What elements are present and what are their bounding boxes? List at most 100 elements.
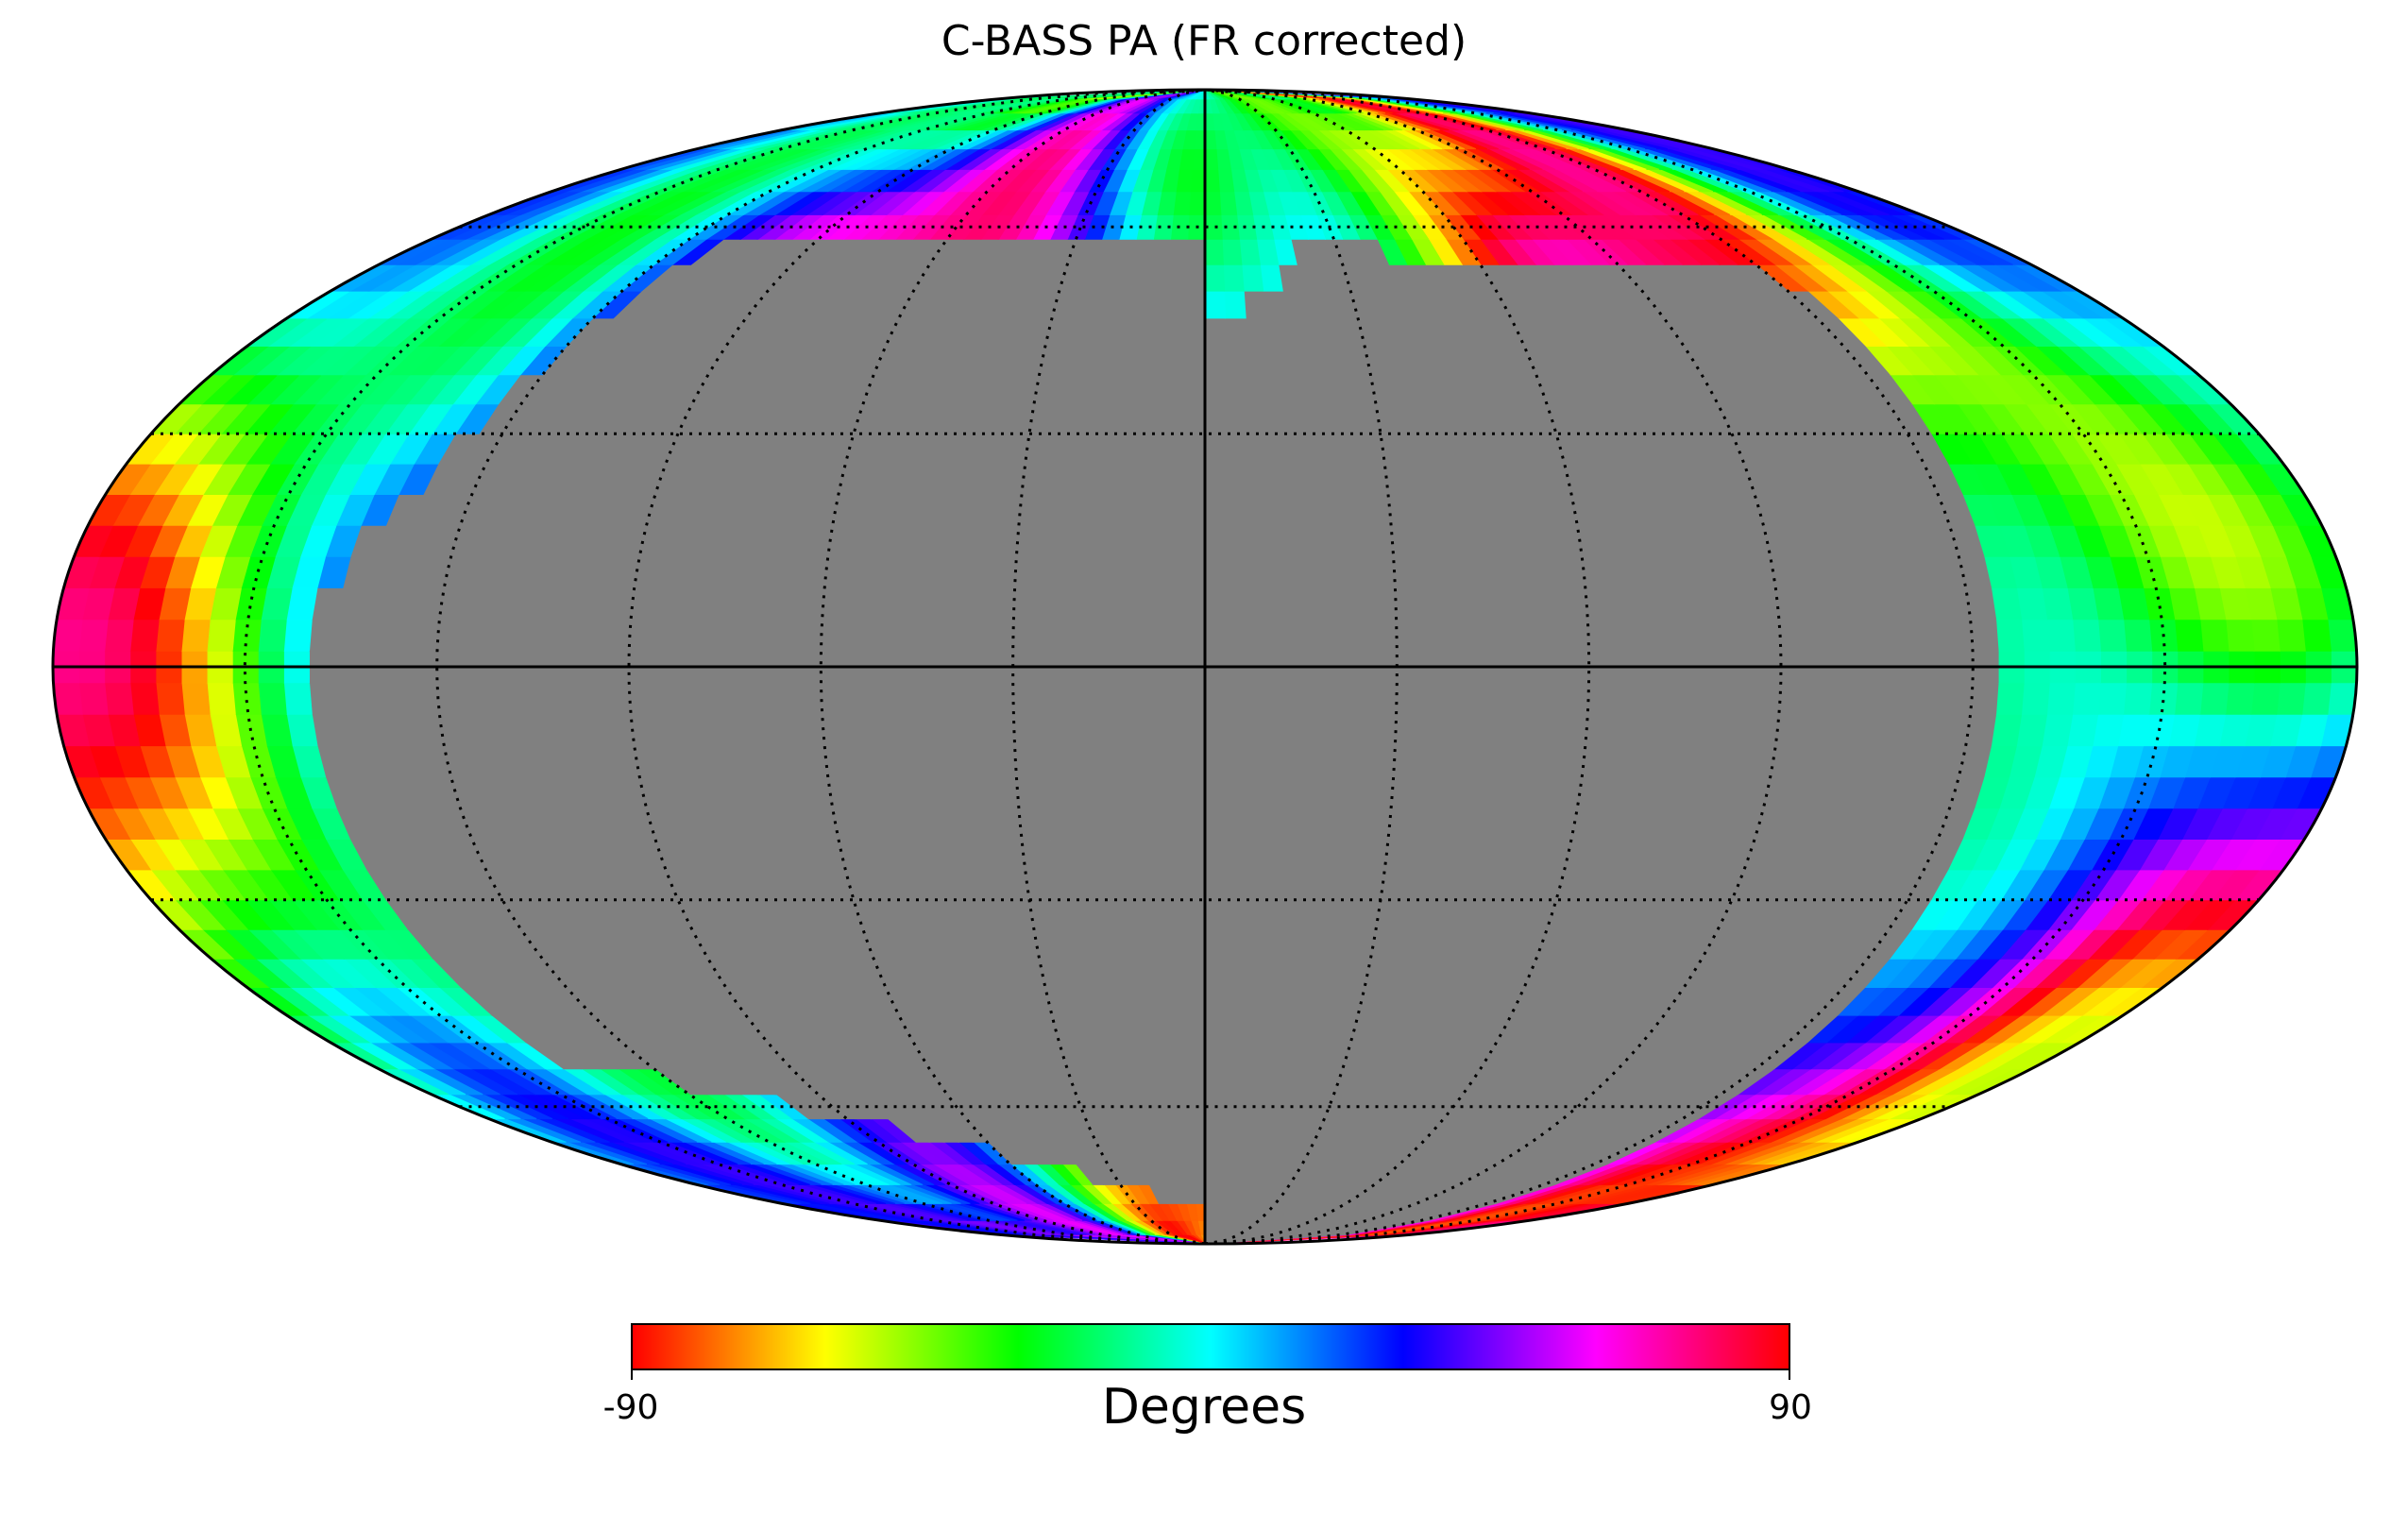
map-pixel <box>1136 928 1162 960</box>
map-pixel <box>722 555 754 588</box>
map-pixel <box>1084 869 1112 901</box>
map-pixel <box>1128 586 1155 620</box>
map-pixel <box>1473 494 1503 526</box>
map-pixel <box>1610 713 1639 747</box>
map-pixel <box>924 713 952 747</box>
map-pixel <box>1028 524 1057 557</box>
map-pixel <box>1970 619 1999 652</box>
map-pixel <box>1295 899 1323 930</box>
map-pixel <box>1274 433 1302 465</box>
map-pixel <box>980 494 1010 526</box>
map-pixel <box>643 713 673 747</box>
map-pixel <box>1050 619 1078 652</box>
map-pixel <box>2097 682 2128 715</box>
map-pixel <box>1154 524 1181 557</box>
map-pixel <box>257 619 287 652</box>
map-pixel <box>1204 433 1229 465</box>
map-pixel <box>1025 619 1053 652</box>
map-pixel <box>1136 374 1162 405</box>
map-pixel <box>1134 403 1161 434</box>
map-pixel <box>1324 839 1352 871</box>
map-pixel <box>953 524 982 557</box>
map-pixel <box>515 713 547 747</box>
map-pixel <box>877 776 908 809</box>
map-pixel <box>1102 713 1129 747</box>
map-pixel <box>1399 494 1430 526</box>
map-pixel <box>1156 869 1182 901</box>
map-pixel <box>1424 494 1454 526</box>
map-pixel <box>1816 619 1846 652</box>
map-pixel <box>1204 1118 1222 1143</box>
map-pixel <box>1350 808 1380 840</box>
map-pixel <box>1112 374 1140 405</box>
map-pixel <box>487 619 517 652</box>
map-pixel <box>1433 682 1462 715</box>
map-pixel <box>1419 839 1450 871</box>
map-pixel <box>1157 403 1183 434</box>
map-pixel <box>1357 682 1385 715</box>
map-pixel <box>1119 987 1145 1016</box>
map-pixel <box>1637 619 1667 652</box>
map-pixel <box>897 682 925 715</box>
map-pixel <box>924 586 952 620</box>
map-pixel <box>1204 524 1231 557</box>
map-pixel <box>1076 619 1104 652</box>
map-pixel <box>898 586 927 620</box>
map-pixel <box>1449 808 1479 840</box>
map-pixel <box>385 619 415 652</box>
map-pixel <box>798 555 829 588</box>
map-pixel <box>590 682 619 715</box>
map-pixel <box>360 619 389 652</box>
map-pixel <box>1637 682 1667 715</box>
map-pixel <box>1559 713 1588 747</box>
map-pixel <box>1108 433 1136 465</box>
map-pixel <box>1289 346 1316 376</box>
map-pixel <box>923 619 951 652</box>
map-pixel <box>2301 619 2332 652</box>
map-pixel <box>1481 555 1510 588</box>
map-pixel <box>1252 463 1280 495</box>
map-pixel <box>1222 1042 1245 1070</box>
map-pixel <box>436 682 466 715</box>
map-pixel <box>1204 808 1230 840</box>
map-pixel <box>1143 290 1167 319</box>
map-pixel <box>2225 619 2255 652</box>
map-pixel <box>1204 317 1228 347</box>
map-pixel <box>1272 403 1299 434</box>
map-pixel <box>1245 987 1270 1016</box>
map-pixel <box>984 463 1014 495</box>
map-pixel <box>974 682 1002 715</box>
map-pixel <box>1531 555 1561 588</box>
map-pixel <box>1455 745 1484 778</box>
map-pixel <box>980 808 1010 840</box>
map-pixel <box>1153 619 1180 652</box>
map-pixel <box>1345 433 1374 465</box>
map-pixel <box>1265 987 1291 1016</box>
map-pixel <box>462 619 492 652</box>
map-pixel <box>873 713 902 747</box>
map-pixel <box>1251 433 1278 465</box>
map-pixel <box>1182 987 1206 1016</box>
map-pixel <box>975 713 1003 747</box>
map-pixel <box>1863 586 1895 620</box>
map-pixel <box>846 682 874 715</box>
map-pixel <box>1331 713 1359 747</box>
map-pixel <box>999 682 1027 715</box>
map-pixel <box>334 682 364 715</box>
map-pixel <box>1311 346 1338 376</box>
map-pixel <box>643 586 673 620</box>
map-pixel <box>616 682 645 715</box>
map-pixel <box>1248 928 1274 960</box>
map-pixel <box>1249 403 1276 434</box>
map-pixel <box>1228 869 1254 901</box>
map-pixel <box>1226 374 1251 405</box>
map-pixel <box>1402 776 1433 809</box>
map-pixel <box>1119 317 1145 347</box>
map-pixel <box>1186 1068 1206 1096</box>
map-pixel <box>1268 346 1295 376</box>
map-pixel <box>1052 555 1080 588</box>
map-pixel <box>771 713 800 747</box>
map-pixel <box>1561 619 1590 652</box>
map-pixel <box>1224 1014 1246 1044</box>
map-pixel <box>1428 776 1457 809</box>
